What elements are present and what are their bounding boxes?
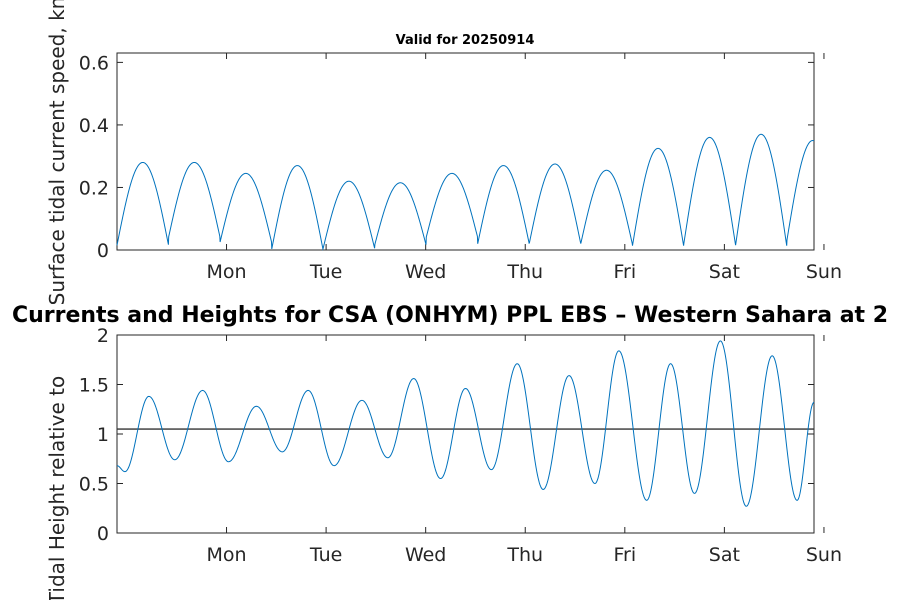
current-speed-ytick-label: 0.6 bbox=[79, 52, 109, 74]
current-speed-xtick-label: Wed bbox=[405, 261, 446, 283]
tidal-height-xtick-label: Sun bbox=[806, 544, 842, 566]
tidal-height-ytick-label: 1 bbox=[97, 424, 109, 446]
current-speed-ytick-label: 0.4 bbox=[79, 115, 109, 137]
current-speed-xtick-label: Sun bbox=[806, 261, 842, 283]
tidal-height-ytick-label: 0.5 bbox=[79, 474, 109, 496]
current-speed-ticks: Mon Tue Wed Thu Fri Sat Sun 0 0.2 0.4 0.6 bbox=[79, 52, 842, 283]
tidal-height-ytick-label: 0 bbox=[97, 523, 109, 545]
tidal-height-xtick-label: Wed bbox=[405, 544, 446, 566]
tidal-height-axes-box bbox=[116, 334, 815, 534]
current-speed-ytick-label: 0 bbox=[97, 240, 109, 262]
current-speed-series-line bbox=[116, 133, 815, 251]
tidal-height-xtick-label: Tue bbox=[309, 544, 342, 566]
figure-title: Currents and Heights for CSA (ONHYM) PPL… bbox=[12, 303, 888, 328]
current-speed-ytick-label: 0.2 bbox=[79, 177, 109, 199]
current-speed-xtick-label: Sat bbox=[709, 261, 740, 283]
tidal-height-xtick-label: Thu bbox=[506, 544, 543, 566]
current-speed-xtick-label: Thu bbox=[506, 261, 543, 283]
tidal-height-series-line bbox=[116, 340, 815, 507]
tidal-height-ylabel: Tidal Height relative to bbox=[45, 376, 69, 600]
tidal-height-ticks: Mon Tue Wed Thu Fri Sat Sun 0 0.5 1 1.5 2 bbox=[79, 325, 842, 566]
tidal-height-panel: Mon Tue Wed Thu Fri Sat Sun 0 0.5 1 1.5 2 bbox=[79, 325, 842, 566]
tidal-height-ytick-label: 2 bbox=[97, 325, 109, 347]
current-speed-ylabel: Surface tidal current speed, kn bbox=[45, 0, 69, 305]
current-speed-xtick-label: Mon bbox=[206, 261, 246, 283]
tidal-height-ytick-label: 1.5 bbox=[79, 375, 109, 397]
tidal-height-xtick-label: Fri bbox=[613, 544, 636, 566]
tidal-height-xtick-label: Mon bbox=[206, 544, 246, 566]
current-speed-panel: Mon Tue Wed Thu Fri Sat Sun 0 0.2 0.4 0.6 bbox=[79, 52, 842, 283]
subtitle-valid-date: Valid for 20250914 bbox=[396, 33, 535, 48]
current-speed-xtick-label: Fri bbox=[613, 261, 636, 283]
tidal-height-xtick-label: Sat bbox=[709, 544, 740, 566]
current-speed-xtick-label: Tue bbox=[309, 261, 342, 283]
current-speed-axes-box bbox=[116, 52, 815, 251]
